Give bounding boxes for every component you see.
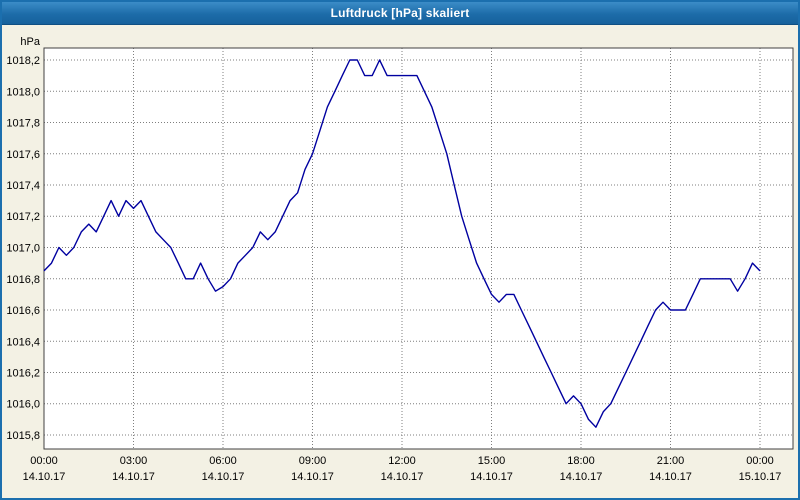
y-tick-label: 1016,6 [6, 305, 40, 317]
x-tick-time-label: 03:00 [120, 455, 148, 467]
x-tick-date-label: 14.10.17 [381, 471, 424, 483]
window-titlebar: Luftdruck [hPa] skaliert [2, 2, 798, 25]
window-title: Luftdruck [hPa] skaliert [330, 6, 470, 20]
y-axis-unit-label: hPa [20, 36, 40, 48]
x-tick-time-label: 09:00 [299, 455, 327, 467]
chart-area: 1015,8 1016,0 1016,2 1016,4 1016,6 1016,8 1017… [2, 25, 798, 498]
y-tick-label: 1017,8 [6, 118, 40, 130]
x-tick-time-label: 12:00 [388, 455, 416, 467]
y-tick-label: 1017,6 [6, 149, 40, 161]
y-tick-label: 1015,8 [6, 430, 40, 442]
pressure-chart: 1015,8 1016,0 1016,2 1016,4 1016,6 1016,8 1017… [6, 36, 794, 483]
x-tick-date-label: 14.10.17 [291, 471, 334, 483]
x-tick-date-label: 14.10.17 [560, 471, 603, 483]
x-tick-date-label: 14.10.17 [112, 471, 155, 483]
x-tick-date-label: 14.10.17 [470, 471, 513, 483]
x-tick-date-label: 14.10.17 [23, 471, 66, 483]
x-tick-date-label: 14.10.17 [202, 471, 245, 483]
plot-background [44, 48, 793, 449]
y-tick-label: 1017,0 [6, 243, 40, 255]
x-tick-date-label: 15.10.17 [739, 471, 782, 483]
x-tick-time-label: 15:00 [478, 455, 506, 467]
plot-frame [43, 47, 794, 450]
y-tick-label: 1018,2 [6, 55, 40, 67]
x-tick-time-label: 21:00 [657, 455, 685, 467]
y-tick-label: 1016,8 [6, 274, 40, 286]
y-tick-label: 1017,2 [6, 211, 40, 223]
x-tick-date-label: 14.10.17 [649, 471, 692, 483]
y-tick-label: 1017,4 [6, 180, 40, 192]
x-tick-time-label: 06:00 [209, 455, 237, 467]
y-tick-label: 1016,0 [6, 399, 40, 411]
pressure-line [43, 59, 761, 428]
y-tick-label: 1018,0 [6, 86, 40, 98]
y-tick-label: 1016,2 [6, 368, 40, 380]
y-tick-label: 1016,4 [6, 336, 40, 348]
x-tick-time-label: 00:00 [746, 455, 774, 467]
x-tick-time-label: 00:00 [30, 455, 58, 467]
x-tick-time-label: 18:00 [567, 455, 595, 467]
